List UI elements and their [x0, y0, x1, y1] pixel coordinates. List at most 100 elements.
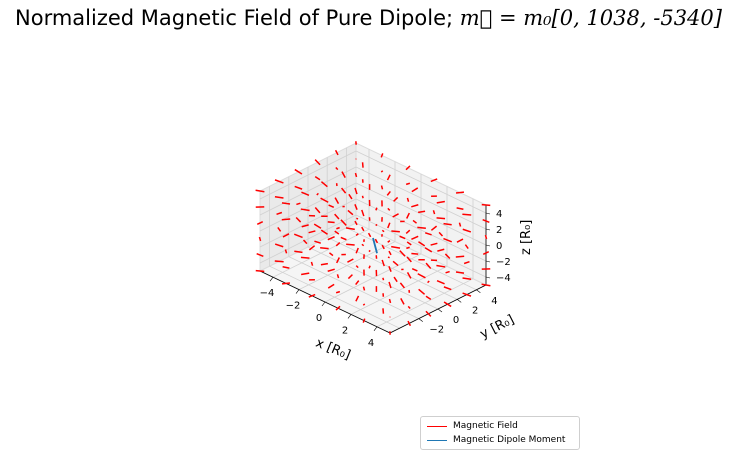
field-vector — [368, 265, 371, 269]
field-vector — [388, 298, 392, 304]
field-vector — [417, 226, 426, 230]
field-vector — [443, 286, 452, 291]
field-vector — [340, 219, 347, 226]
field-vector — [411, 187, 419, 193]
field-vector — [381, 259, 385, 267]
field-vector — [367, 232, 372, 238]
field-vector — [406, 212, 410, 219]
field-vector — [341, 171, 346, 178]
field-vector — [340, 187, 347, 194]
field-vector — [462, 228, 472, 233]
field-vector — [424, 232, 432, 236]
field-vector — [400, 298, 405, 305]
dipole-moment-vector — [372, 237, 378, 254]
field-vector — [391, 230, 400, 233]
field-vector — [393, 196, 399, 202]
field-vector — [355, 265, 359, 269]
field-vector — [387, 222, 391, 229]
z-tick-mark — [485, 228, 491, 231]
field-vector — [308, 245, 316, 251]
x-tick-label: 4 — [368, 338, 374, 349]
field-vector — [380, 170, 384, 173]
z-tick-mark — [485, 212, 491, 215]
field-vector — [335, 167, 339, 171]
field-vector — [481, 283, 491, 287]
grid-line — [259, 150, 357, 200]
z-tick-label: 4 — [496, 209, 502, 220]
x-tick-mark — [321, 301, 326, 307]
z-tick-label: −4 — [496, 273, 511, 284]
field-vector — [392, 213, 399, 218]
field-vector — [314, 240, 322, 244]
field-vector — [424, 247, 433, 253]
legend-item-moment: Magnetic Dipole Moment — [427, 433, 565, 447]
field-vector — [406, 256, 412, 263]
field-vector — [386, 174, 391, 181]
field-vector — [281, 202, 291, 205]
field-vector — [284, 249, 288, 254]
field-vector — [380, 153, 384, 158]
field-vector — [374, 238, 379, 244]
field-vector — [437, 248, 445, 252]
field-vector — [411, 235, 419, 240]
field-vector — [455, 191, 465, 194]
field-vector — [334, 197, 340, 204]
x-tick-mark — [347, 314, 352, 319]
grid-line — [259, 182, 357, 232]
field-vector — [300, 256, 310, 259]
field-vector — [362, 318, 366, 323]
field-vector — [274, 260, 284, 263]
field-vector — [417, 273, 426, 279]
field-vector — [425, 262, 432, 269]
field-vector — [320, 262, 328, 266]
field-vector — [355, 233, 359, 237]
field-vector — [281, 282, 291, 285]
legend: Magnetic Field Magnetic Dipole Moment — [420, 416, 580, 450]
field-vector — [430, 225, 438, 231]
field-vector — [481, 203, 491, 207]
field-vector — [361, 243, 365, 247]
field-vector — [455, 255, 465, 258]
field-vector — [301, 191, 310, 197]
field-vector — [361, 226, 365, 232]
grid-line — [307, 246, 439, 310]
field-vector — [443, 301, 452, 308]
z-axis-label: z [R₀] — [519, 220, 534, 255]
x-tick-mark — [373, 326, 378, 331]
field-vector — [392, 260, 399, 267]
field-vector — [256, 221, 264, 225]
y-tick-label: 0 — [453, 315, 459, 326]
z-tick-label: 0 — [496, 241, 502, 252]
field-vector — [327, 236, 335, 241]
legend-swatch-moment — [427, 439, 447, 441]
field-vector — [277, 226, 282, 232]
field-vector — [336, 226, 340, 230]
field-vector — [281, 218, 291, 221]
field-vector — [463, 260, 470, 265]
field-vector — [354, 204, 358, 210]
field-vector — [302, 239, 308, 245]
z-tick-label: 2 — [496, 225, 502, 236]
field-vector — [320, 181, 328, 188]
field-vector — [354, 220, 358, 226]
field-vector — [274, 243, 284, 248]
x-axis-label: x [R₀] — [313, 336, 352, 363]
field-vector — [347, 274, 353, 280]
field-vector — [418, 288, 426, 295]
field-vector — [294, 168, 303, 175]
field-vector — [347, 258, 354, 263]
field-vector — [314, 159, 321, 166]
field-vector — [355, 247, 359, 254]
field-vector — [294, 250, 303, 254]
field-vector — [354, 187, 358, 195]
tick-labels: −4 −2 0 2 4 −2 0 2 4 −4 −2 0 2 4 — [260, 209, 511, 349]
y-tick-mark — [437, 308, 443, 313]
field-vector — [361, 209, 365, 217]
field-vector — [436, 200, 445, 204]
field-vector — [406, 272, 412, 279]
legend-swatch-field — [427, 425, 447, 427]
field-vector — [411, 204, 419, 208]
field-vector — [368, 249, 371, 253]
field-vector — [327, 221, 335, 224]
field-vector — [310, 261, 314, 266]
